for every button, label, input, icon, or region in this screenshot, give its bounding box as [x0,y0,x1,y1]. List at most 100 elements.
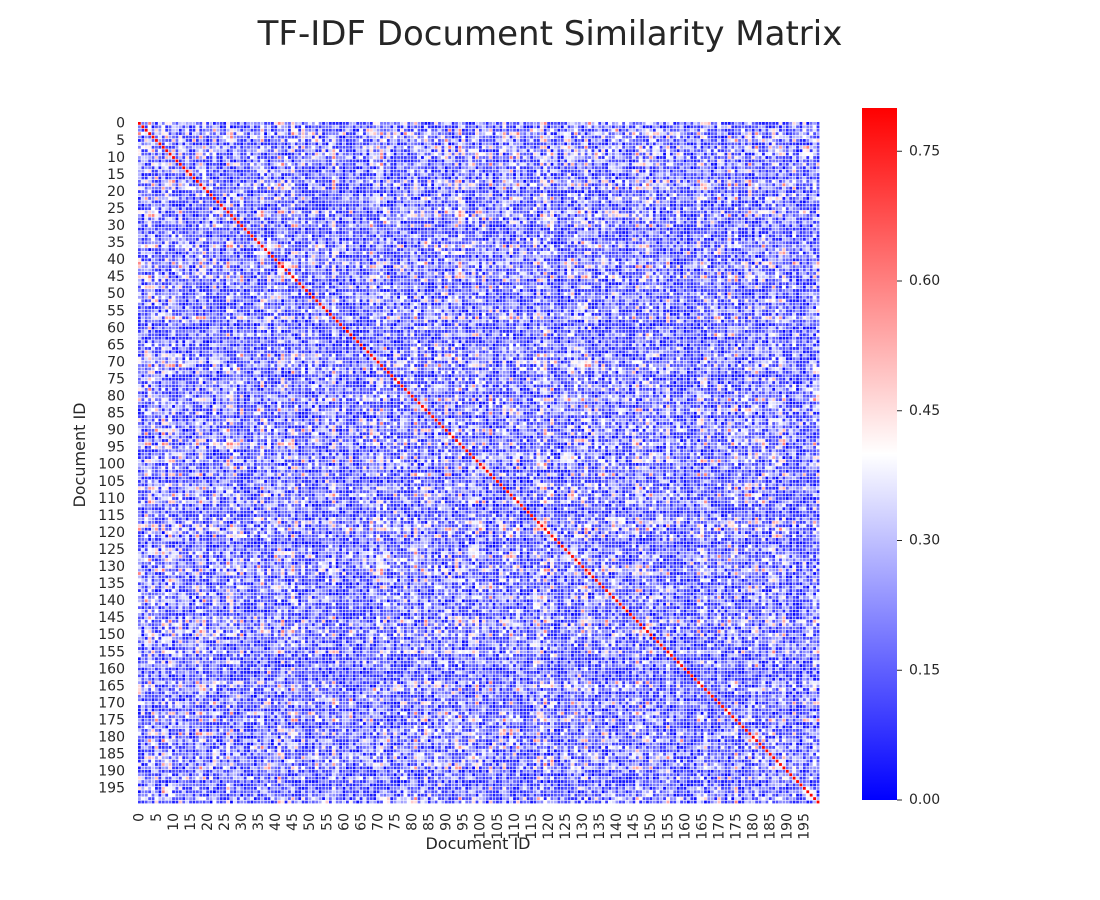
heatmap-cell [322,153,325,156]
heatmap-cell [680,156,683,159]
heatmap-cell [298,129,301,132]
heatmap-cell [363,187,366,190]
heatmap-cell [745,149,748,152]
heatmap-cell [609,139,612,142]
heatmap-cell [530,139,533,142]
heatmap-cell [281,166,284,169]
heatmap-cell [656,142,659,145]
heatmap-cell [291,149,294,152]
heatmap-cell [612,132,615,135]
heatmap-cell [216,142,219,145]
heatmap-cell [370,136,373,139]
heatmap-cell [578,156,581,159]
heatmap-cell [377,163,380,166]
heatmap-cell [390,173,393,176]
heatmap-cell [680,163,683,166]
heatmap-cell [295,177,298,180]
heatmap-cell [619,146,622,149]
heatmap-cell [428,125,431,128]
heatmap-cell [428,163,431,166]
heatmap-cell [298,177,301,180]
heatmap-cell [309,125,312,128]
heatmap-cell [731,163,734,166]
heatmap-cell [305,183,308,186]
heatmap-cell [520,125,523,128]
heatmap-cell [680,122,683,125]
heatmap-cell [660,146,663,149]
heatmap-cell [626,173,629,176]
heatmap-cell [302,125,305,128]
heatmap-cell [626,180,629,183]
heatmap-cell [725,160,728,163]
heatmap-cell [141,183,144,186]
heatmap-cell [806,173,809,176]
heatmap-cell [199,136,202,139]
heatmap-cell [401,142,404,145]
heatmap-cell [701,129,704,132]
heatmap-cell [479,146,482,149]
heatmap-cell [537,177,540,180]
heatmap-cell [742,149,745,152]
heatmap-cell [326,173,329,176]
heatmap-cell [694,139,697,142]
heatmap-cell [632,160,635,163]
heatmap-cell [493,183,496,186]
heatmap-cell [169,149,172,152]
heatmap-cell [326,129,329,132]
heatmap-cell [445,180,448,183]
heatmap-cell [595,180,598,183]
heatmap-cell [428,139,431,142]
heatmap-cell [639,142,642,145]
heatmap-cell [278,136,281,139]
heatmap-cell [615,142,618,145]
heatmap-cell [534,136,537,139]
heatmap-cell [789,163,792,166]
heatmap-cell [172,177,175,180]
heatmap-cell [595,122,598,125]
heatmap-cell [199,163,202,166]
heatmap-cell [158,156,161,159]
heatmap-cell [411,136,414,139]
heatmap-cell [776,177,779,180]
heatmap-cell [329,180,332,183]
heatmap-cell [271,177,274,180]
heatmap-cell [281,132,284,135]
heatmap-cell [373,122,376,125]
heatmap-cell [581,129,584,132]
heatmap-cell [445,166,448,169]
heatmap-cell [765,122,768,125]
heatmap-cell [748,160,751,163]
heatmap-cell [373,136,376,139]
heatmap-cell [735,142,738,145]
heatmap-cell [772,149,775,152]
heatmap-cell [806,183,809,186]
heatmap-cell [223,156,226,159]
heatmap-cell [404,173,407,176]
heatmap-cell [544,136,547,139]
heatmap-cell [544,153,547,156]
heatmap-cell [343,125,346,128]
heatmap-cell [557,146,560,149]
heatmap-cell [254,125,257,128]
heatmap-cell [186,146,189,149]
heatmap-cell [452,122,455,125]
heatmap-cell [718,125,721,128]
heatmap-cell [384,187,387,190]
heatmap-cell [503,187,506,190]
heatmap-cell [612,163,615,166]
heatmap-cell [660,183,663,186]
heatmap-cell [462,142,465,145]
heatmap-cell [574,129,577,132]
heatmap-cell [677,136,680,139]
heatmap-cell [701,125,704,128]
heatmap-cell [319,153,322,156]
heatmap-cell [462,129,465,132]
heatmap-cell [254,146,257,149]
heatmap-cell [193,163,196,166]
heatmap-cell [459,149,462,152]
heatmap-cell [574,166,577,169]
heatmap-cell [295,160,298,163]
heatmap-cell [707,180,710,183]
heatmap-cell [752,187,755,190]
heatmap-cell [309,129,312,132]
